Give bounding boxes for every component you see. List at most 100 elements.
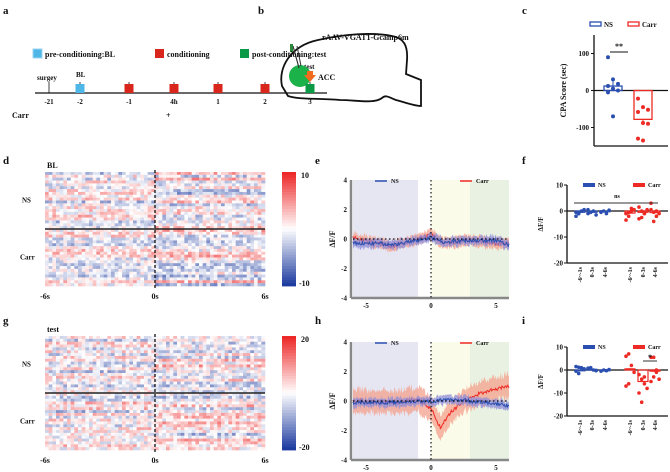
- heatmap-cell: [155, 424, 159, 428]
- heatmap-cell: [92, 407, 97, 411]
- heatmap-cell: [45, 191, 49, 196]
- heatmap-cell: [246, 186, 251, 190]
- heatmap-cell: [206, 211, 211, 216]
- heatmap-cell: [125, 243, 130, 247]
- heatmap-cell: [118, 191, 123, 196]
- heatmap-cell: [100, 432, 104, 437]
- heatmap-cell: [52, 246, 57, 250]
- heatmap-cell: [224, 418, 229, 422]
- heatmap-cell: [81, 283, 86, 287]
- heatmap-cell: [52, 444, 57, 448]
- heatmap-cell: [180, 361, 185, 365]
- heatmap-cell: [59, 421, 64, 425]
- heatmap-cell: [191, 263, 196, 267]
- heatmap-cell: [111, 226, 115, 230]
- colorbar-segment: [282, 364, 296, 368]
- heatmap-cell: [202, 435, 207, 439]
- heatmap-cell: [92, 243, 97, 247]
- heatmap-cell: [254, 234, 258, 238]
- heatmap-cell: [63, 209, 68, 213]
- heatmap-cell: [107, 274, 112, 278]
- heatmap-cell: [232, 240, 236, 244]
- heatmap-cell: [45, 254, 49, 258]
- heatmap-cell: [213, 277, 218, 281]
- colorbar-segment: [282, 387, 296, 391]
- heatmap-cell: [107, 197, 112, 201]
- heatmap-cell: [224, 203, 229, 207]
- heatmap-cell: [206, 364, 211, 368]
- heatmap-cell: [133, 401, 137, 405]
- heatmap-cell: [235, 384, 240, 388]
- heatmap-cell: [136, 268, 141, 273]
- heatmap-cell: [221, 341, 225, 345]
- heatmap-cell: [59, 384, 64, 388]
- heatmap-cell: [166, 240, 170, 244]
- heatmap-cell: [48, 217, 53, 221]
- heatmap-cell: [224, 217, 229, 221]
- heatmap-cell: [177, 240, 181, 244]
- heatmap-cell: [210, 263, 214, 267]
- heatmap-cell: [89, 401, 93, 405]
- heatmap-cell: [59, 412, 64, 417]
- heatmap-cell: [133, 384, 137, 388]
- heatmap-cell: [151, 373, 156, 377]
- heatmap-cell: [140, 214, 145, 218]
- heatmap-cell: [180, 280, 185, 284]
- heatmap-cell: [191, 393, 196, 397]
- heatmap-cell: [257, 183, 262, 187]
- heatmap-cell: [111, 206, 115, 210]
- heatmap-cell: [147, 206, 152, 210]
- heatmap-xtick-label: 0s: [151, 292, 158, 301]
- c-significance: **: [615, 42, 623, 51]
- heatmap-cell: [239, 415, 244, 419]
- heatmap-cell: [118, 432, 123, 437]
- heatmap-cell: [191, 344, 196, 348]
- heatmap-cell: [74, 183, 79, 187]
- heatmap-cell: [144, 378, 148, 382]
- heatmap-cell: [257, 355, 262, 360]
- heatmap-cell: [213, 435, 218, 439]
- heatmap-cell: [191, 177, 196, 181]
- heatmap-cell: [78, 180, 82, 184]
- heatmap-cell: [210, 223, 214, 227]
- heatmap-cell: [221, 410, 225, 414]
- heatmap-cell: [107, 214, 112, 218]
- heatmap-cell: [188, 387, 192, 391]
- heatmap-cell: [103, 172, 108, 176]
- heatmap-cell: [122, 209, 126, 213]
- heatmap-cell: [180, 367, 185, 371]
- heatmap-cell: [199, 415, 203, 419]
- heatmap-cell: [67, 243, 71, 247]
- heatmap-cell: [63, 177, 68, 181]
- heatmap-cell: [169, 430, 174, 434]
- heatmap-cell: [206, 435, 211, 439]
- heatmap-cell: [257, 206, 262, 210]
- heatmap-cell: [78, 172, 82, 176]
- heatmap-cell: [261, 266, 266, 270]
- heatmap-cell: [177, 353, 181, 357]
- heatmap-cell: [206, 271, 211, 275]
- heatmap-cell: [67, 246, 71, 250]
- heatmap-cell: [151, 358, 156, 362]
- heatmap-cell: [158, 401, 163, 405]
- heatmap-cell: [48, 444, 53, 448]
- heatmap-cell: [85, 427, 90, 431]
- heatmap-cell: [114, 283, 119, 287]
- heatmap-cell: [125, 229, 130, 233]
- heatmap-cell: [78, 355, 82, 360]
- heatmap-cell: [133, 367, 137, 371]
- heatmap-cell: [166, 172, 170, 176]
- heatmap-cell: [188, 251, 192, 255]
- heatmap-cell: [232, 237, 236, 241]
- heatmap-cell: [199, 274, 203, 278]
- heatmap-cell: [136, 260, 141, 264]
- heatmap-cell: [78, 367, 82, 371]
- heatmap-cell: [228, 336, 233, 340]
- heatmap-cell: [103, 206, 108, 210]
- heatmap-cell: [147, 260, 152, 264]
- heatmap-cell: [74, 370, 79, 374]
- heatmap-cell: [206, 200, 211, 204]
- heatmap-cell: [228, 220, 233, 224]
- heatmap-cell: [202, 407, 207, 411]
- heatmap-cell: [257, 373, 262, 377]
